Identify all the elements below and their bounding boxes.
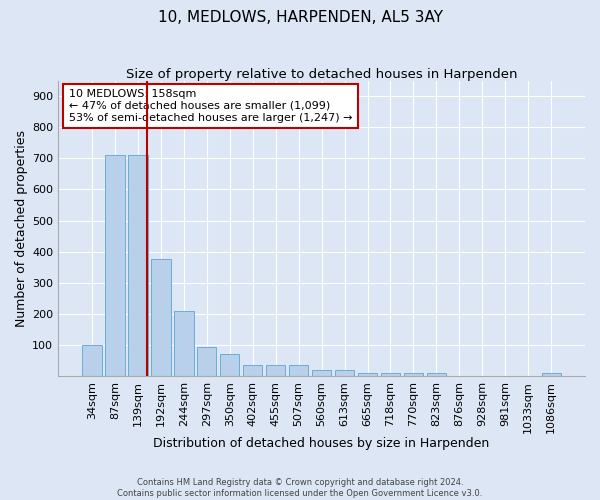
Bar: [243, 365, 262, 376]
Title: Size of property relative to detached houses in Harpenden: Size of property relative to detached ho…: [126, 68, 517, 80]
Bar: [289, 365, 308, 376]
Text: 10, MEDLOWS, HARPENDEN, AL5 3AY: 10, MEDLOWS, HARPENDEN, AL5 3AY: [157, 10, 443, 25]
Bar: [358, 373, 377, 376]
Bar: [427, 373, 446, 376]
Bar: [266, 365, 286, 376]
X-axis label: Distribution of detached houses by size in Harpenden: Distribution of detached houses by size …: [154, 437, 490, 450]
Bar: [105, 155, 125, 376]
Y-axis label: Number of detached properties: Number of detached properties: [15, 130, 28, 327]
Bar: [82, 345, 101, 376]
Bar: [128, 155, 148, 376]
Bar: [335, 370, 355, 376]
Bar: [312, 370, 331, 376]
Bar: [381, 373, 400, 376]
Bar: [404, 373, 423, 376]
Bar: [542, 373, 561, 376]
Bar: [151, 260, 170, 376]
Bar: [174, 311, 194, 376]
Text: 10 MEDLOWS: 158sqm
← 47% of detached houses are smaller (1,099)
53% of semi-deta: 10 MEDLOWS: 158sqm ← 47% of detached hou…: [68, 90, 352, 122]
Text: Contains HM Land Registry data © Crown copyright and database right 2024.
Contai: Contains HM Land Registry data © Crown c…: [118, 478, 482, 498]
Bar: [197, 346, 217, 376]
Bar: [220, 354, 239, 376]
